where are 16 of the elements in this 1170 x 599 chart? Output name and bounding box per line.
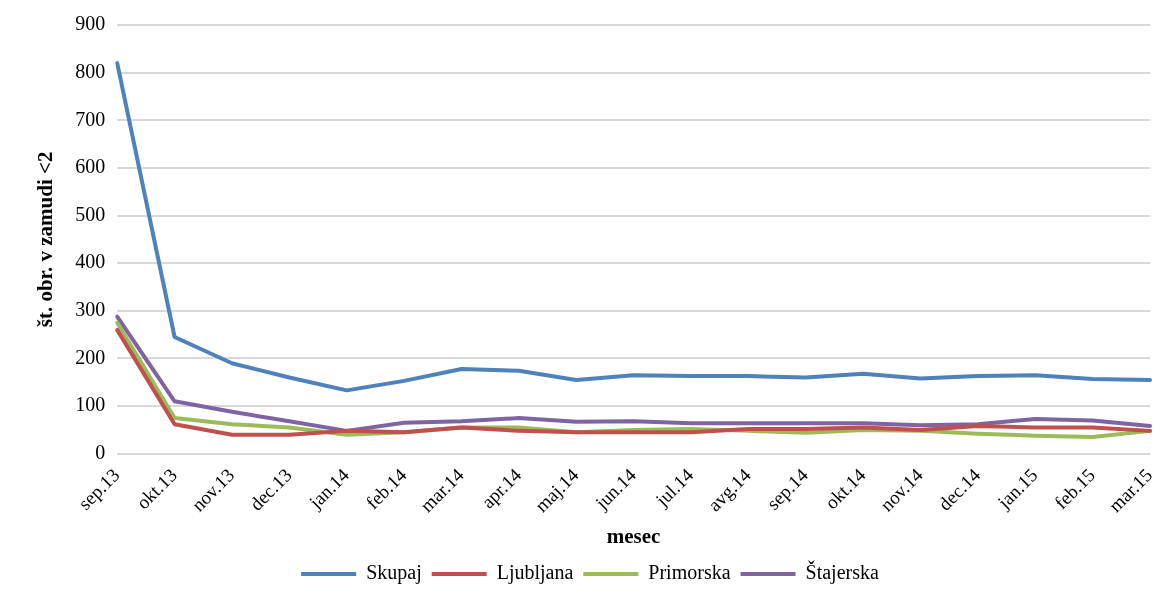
y-axis-title: št. obr. v zamudi <2 — [33, 151, 58, 328]
y-tick-label: 800 — [75, 59, 106, 82]
y-tick-label: 400 — [75, 250, 106, 273]
y-tick-label: 300 — [75, 298, 106, 321]
y-tick-label: 700 — [75, 107, 106, 130]
legend-label: Primorska — [648, 561, 731, 584]
y-tick-label: 600 — [75, 155, 106, 178]
legend-label: Ljubljana — [496, 561, 574, 585]
y-tick-label: 500 — [75, 202, 106, 225]
legend-label: Štajerska — [805, 560, 879, 585]
y-tick-label: 100 — [75, 393, 106, 416]
legend-label: Skupaj — [366, 561, 422, 585]
y-tick-label: 200 — [75, 345, 106, 368]
y-tick-label: 0 — [95, 440, 106, 463]
y-tick-label: 900 — [75, 12, 106, 35]
x-axis-title: mesec — [606, 523, 661, 548]
